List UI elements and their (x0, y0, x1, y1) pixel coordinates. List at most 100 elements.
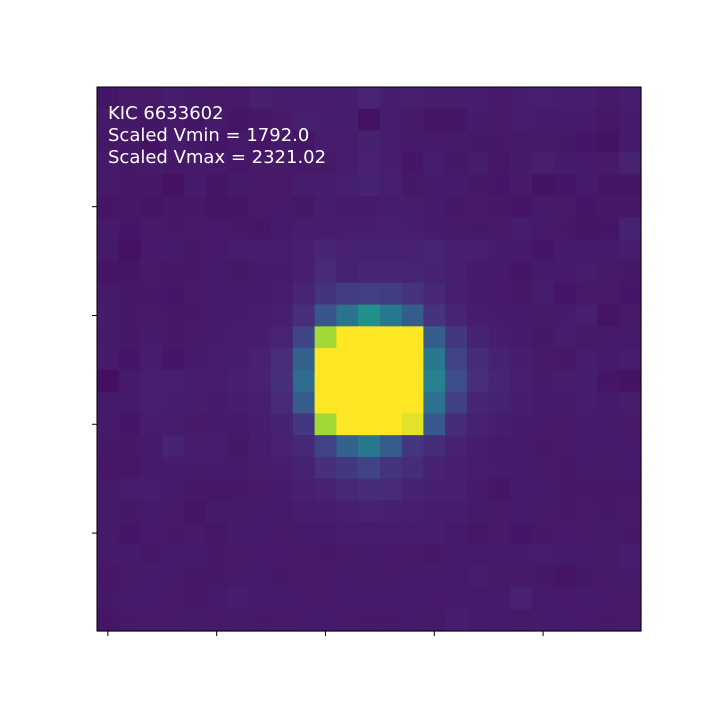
heatmap-cell (315, 326, 337, 348)
heatmap-cell (119, 479, 141, 501)
heatmap-cell (597, 609, 619, 631)
heatmap-cell (554, 479, 576, 501)
heatmap-cell (206, 261, 228, 283)
heatmap-cell (141, 435, 163, 457)
heatmap-cell (358, 479, 380, 501)
heatmap-cell (336, 326, 358, 348)
heatmap-cell (597, 239, 619, 261)
heatmap-cell (402, 196, 424, 218)
heatmap-cell (467, 544, 489, 566)
heatmap-cell (597, 587, 619, 609)
heatmap-cell (597, 196, 619, 218)
heatmap-cell (380, 457, 402, 479)
heatmap-cell (532, 500, 554, 522)
heatmap-cell (380, 174, 402, 196)
heatmap-cell (249, 348, 271, 370)
heatmap-cell (576, 305, 598, 327)
heatmap-cell (228, 283, 250, 305)
heatmap-cell (576, 131, 598, 153)
heatmap-cell (423, 326, 445, 348)
heatmap-cell (249, 261, 271, 283)
heatmap-cell (358, 239, 380, 261)
heatmap-cell (380, 283, 402, 305)
heatmap-cell (532, 196, 554, 218)
heatmap-cell (119, 500, 141, 522)
heatmap-cell (467, 392, 489, 414)
heatmap-cell (423, 370, 445, 392)
heatmap-cell (597, 413, 619, 435)
heatmap-cell (336, 609, 358, 631)
heatmap-cell (510, 392, 532, 414)
heatmap-cell (293, 326, 315, 348)
heatmap-cell (619, 261, 641, 283)
heatmap-cell (489, 109, 511, 131)
heatmap-cell (249, 392, 271, 414)
heatmap-cell (336, 544, 358, 566)
heatmap-cell (315, 305, 337, 327)
heatmap-cell (445, 218, 467, 240)
heatmap-cell (576, 587, 598, 609)
heatmap-cell (271, 392, 293, 414)
heatmap-cell (532, 326, 554, 348)
heatmap-cell (249, 500, 271, 522)
heatmap-cell (206, 196, 228, 218)
heatmap-cell (249, 239, 271, 261)
heatmap-cell (619, 544, 641, 566)
heatmap-cell (336, 392, 358, 414)
heatmap-cell (315, 609, 337, 631)
heatmap-cell (141, 609, 163, 631)
heatmap-cell (184, 457, 206, 479)
heatmap-cell (119, 305, 141, 327)
heatmap-cell (380, 218, 402, 240)
heatmap-cell (619, 566, 641, 588)
heatmap-cell (184, 305, 206, 327)
heatmap-cell (315, 283, 337, 305)
heatmap-cell (445, 413, 467, 435)
heatmap-cell (510, 435, 532, 457)
heatmap-cell (467, 196, 489, 218)
heatmap-cell (423, 500, 445, 522)
heatmap-cell (141, 283, 163, 305)
heatmap-cell (510, 566, 532, 588)
heatmap-cell (380, 326, 402, 348)
heatmap-cell (249, 413, 271, 435)
heatmap-cell (597, 326, 619, 348)
heatmap-cell (554, 218, 576, 240)
heatmap-cell (206, 609, 228, 631)
heatmap-cell (380, 479, 402, 501)
heatmap-cell (249, 587, 271, 609)
heatmap-cell (358, 152, 380, 174)
heatmap-cell (619, 305, 641, 327)
heatmap-cell (271, 435, 293, 457)
heatmap-cell (532, 413, 554, 435)
heatmap-cell (249, 566, 271, 588)
heatmap-cell (554, 196, 576, 218)
heatmap-cell (141, 457, 163, 479)
heatmap-cell (336, 305, 358, 327)
heatmap-cell (271, 413, 293, 435)
heatmap-cell (162, 413, 184, 435)
heatmap-cell (358, 109, 380, 131)
heatmap-cell (445, 348, 467, 370)
heatmap-cell (402, 239, 424, 261)
heatmap-cell (380, 609, 402, 631)
heatmap-cell (423, 566, 445, 588)
heatmap-cell (119, 174, 141, 196)
heatmap-cell (510, 479, 532, 501)
heatmap-cell (554, 457, 576, 479)
heatmap-cell (510, 413, 532, 435)
heatmap-cell (315, 392, 337, 414)
heatmap-cell (119, 370, 141, 392)
heatmap-cell (184, 196, 206, 218)
heatmap-cell (467, 348, 489, 370)
heatmap-cell (532, 609, 554, 631)
heatmap-cell (467, 587, 489, 609)
heatmap-cell (358, 326, 380, 348)
heatmap-cell (445, 326, 467, 348)
heatmap-cell (576, 283, 598, 305)
heatmap-cell (467, 174, 489, 196)
heatmap-cell (380, 392, 402, 414)
heatmap-cell (489, 609, 511, 631)
heatmap-cell (423, 239, 445, 261)
heatmap-cell (184, 392, 206, 414)
